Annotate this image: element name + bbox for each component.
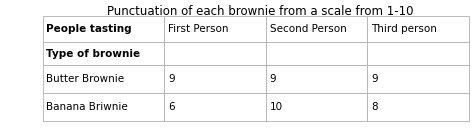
Bar — [43, 42, 164, 65]
Bar — [43, 65, 164, 93]
Bar — [266, 42, 367, 65]
Bar — [266, 16, 367, 42]
Bar — [43, 93, 164, 121]
Bar — [164, 42, 266, 65]
Text: Butter Brownie: Butter Brownie — [46, 74, 125, 84]
Text: Banana Briwnie: Banana Briwnie — [46, 102, 128, 112]
Text: Punctuation of each brownie from a scale from 1-10: Punctuation of each brownie from a scale… — [108, 5, 414, 18]
Text: 8: 8 — [371, 102, 378, 112]
Text: People tasting: People tasting — [46, 24, 132, 34]
Bar — [266, 65, 367, 93]
Text: 6: 6 — [168, 102, 174, 112]
Bar — [164, 65, 266, 93]
Text: 9: 9 — [371, 74, 378, 84]
Bar — [266, 93, 367, 121]
Bar — [164, 16, 266, 42]
Text: 9: 9 — [168, 74, 174, 84]
Text: 10: 10 — [270, 102, 283, 112]
Text: First Person: First Person — [168, 24, 228, 34]
Bar — [367, 42, 469, 65]
Text: Second Person: Second Person — [270, 24, 346, 34]
Bar — [367, 65, 469, 93]
Bar — [367, 93, 469, 121]
Text: Type of brownie: Type of brownie — [46, 49, 141, 59]
Text: Third person: Third person — [371, 24, 437, 34]
Text: 9: 9 — [270, 74, 276, 84]
Bar — [164, 93, 266, 121]
Bar — [43, 16, 164, 42]
Bar — [367, 16, 469, 42]
